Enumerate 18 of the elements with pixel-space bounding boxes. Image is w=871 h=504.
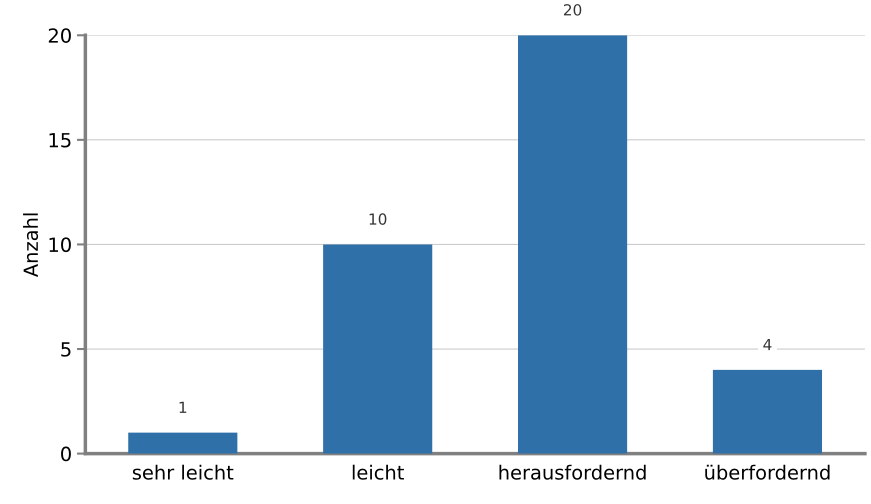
bar (712, 370, 822, 454)
x-tick-label: leicht (352, 464, 404, 480)
bar (128, 432, 238, 454)
x-tick-label: sehr leicht (132, 464, 234, 480)
x-tick-label: herausfordernd (500, 464, 646, 480)
data-label: 1 (180, 402, 186, 413)
x-tick-label: überfordernd (705, 464, 830, 480)
y-tick-label: 0 (61, 446, 71, 462)
data-label: 10 (370, 213, 386, 225)
bar (323, 244, 432, 454)
y-tick-label: 5 (61, 342, 70, 357)
y-tick-label: 10 (50, 237, 71, 252)
y-axis-title: Anzahl (23, 214, 38, 278)
y-tick-label: 20 (48, 28, 71, 43)
bar (518, 35, 628, 454)
data-label: 20 (564, 4, 582, 16)
y-tick-label: 15 (50, 133, 70, 148)
data-label: 4 (763, 338, 772, 350)
